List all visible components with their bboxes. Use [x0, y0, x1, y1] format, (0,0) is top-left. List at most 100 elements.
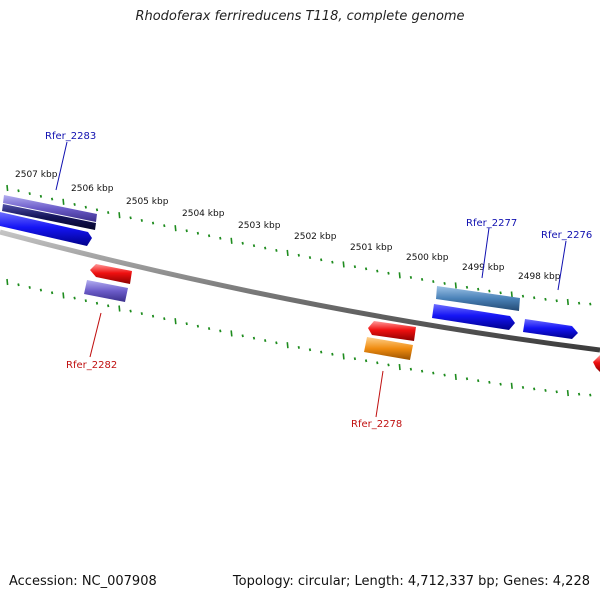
scale-tick: [286, 249, 289, 256]
scale-tick: [118, 305, 121, 312]
scale-tick: [163, 317, 166, 321]
gene-label-rfer-2282[interactable]: Rfer_2282: [66, 360, 117, 371]
kbp-label: 2498 kbp: [518, 272, 561, 282]
scale-tick: [275, 341, 278, 345]
scale-tick: [17, 283, 20, 287]
scale-tick: [28, 285, 31, 289]
scale-tick: [39, 288, 43, 292]
gene-arrow-blue[interactable]: [0, 212, 92, 246]
scale-tick: [252, 336, 256, 340]
gene-label-rfer-2277[interactable]: Rfer_2277: [466, 218, 517, 229]
kbp-label: 2500 kbp: [406, 253, 449, 263]
scale-tick: [589, 393, 592, 397]
scale-tick: [118, 212, 121, 219]
scale-tick: [95, 208, 99, 212]
scale-tick: [387, 363, 390, 367]
reverse-genes: [84, 264, 600, 372]
gene-arrow-rfer-2282[interactable]: [84, 280, 128, 302]
scale-tick: [577, 301, 581, 305]
forward-genes: [0, 195, 578, 339]
kbp-scale-lower: [6, 278, 592, 397]
scale-tick: [342, 353, 345, 360]
gene-label-rfer-2278[interactable]: Rfer_2278: [351, 419, 402, 430]
scale-tick: [84, 299, 87, 303]
scale-tick: [28, 192, 31, 196]
scale-tick: [499, 291, 502, 295]
scale-tick: [555, 299, 558, 303]
scale-tick: [264, 339, 267, 343]
gene-arrow-red[interactable]: [90, 264, 132, 284]
kbp-label: 2502 kbp: [294, 232, 337, 242]
genome-backbone: [0, 229, 600, 353]
scale-tick: [544, 297, 547, 301]
scale-tick: [499, 382, 502, 386]
gene-arrow-rfer-2276[interactable]: [523, 319, 578, 339]
scale-tick: [533, 387, 536, 391]
kbp-label: 2507 kbp: [15, 170, 58, 180]
scale-tick: [477, 379, 480, 383]
scale-tick: [230, 330, 233, 337]
scale-tick: [241, 241, 244, 245]
gene-arrow-navy[interactable]: [2, 204, 96, 230]
gene-arrow-red[interactable]: [368, 321, 416, 341]
scale-tick: [50, 291, 54, 295]
scale-tick: [151, 221, 155, 225]
gene-arrow-rfer-2278[interactable]: [364, 337, 413, 360]
kbp-label: 2501 kbp: [350, 243, 393, 253]
scale-tick: [174, 318, 177, 325]
scale-tick: [50, 197, 54, 201]
kbp-label: 2506 kbp: [71, 184, 114, 194]
scale-tick: [275, 248, 278, 252]
scale-tick: [577, 392, 581, 396]
scale-tick: [140, 218, 143, 222]
scale-tick: [230, 237, 233, 244]
scale-tick: [432, 371, 435, 375]
scale-tick: [589, 302, 592, 306]
scale-tick: [219, 329, 222, 333]
scale-tick: [151, 314, 155, 318]
scale-tick: [163, 224, 166, 228]
gene-arrow-red[interactable]: [593, 355, 600, 372]
kbp-label: 2505 kbp: [126, 197, 169, 207]
scale-tick: [17, 189, 20, 193]
scale-tick: [465, 285, 469, 289]
scale-tick: [264, 246, 267, 250]
scale-tick: [308, 256, 312, 260]
scale-tick: [353, 357, 357, 361]
scale-tick: [331, 352, 334, 356]
scale-tick: [387, 271, 390, 275]
scale-tick: [62, 198, 65, 205]
scale-tick: [252, 244, 256, 248]
scale-tick: [286, 342, 289, 349]
scale-tick: [107, 211, 110, 215]
scale-tick: [219, 236, 222, 240]
scale-tick: [488, 289, 491, 293]
scale-tick: [73, 202, 76, 206]
gene-arrow-blue[interactable]: [432, 304, 515, 330]
scale-tick: [443, 373, 446, 377]
scale-tick: [185, 229, 188, 233]
scale-tick: [376, 361, 379, 365]
scale-tick: [488, 380, 491, 384]
scale-tick: [566, 298, 569, 306]
gene-arrow-rfer-2277[interactable]: [436, 286, 520, 311]
gene-label-rfer-2276[interactable]: Rfer_2276: [541, 230, 592, 241]
scale-tick: [510, 291, 513, 298]
scale-tick: [196, 324, 200, 328]
gene-label-rfer-2283[interactable]: Rfer_2283: [45, 131, 96, 142]
scale-tick: [107, 304, 110, 308]
scale-tick: [465, 377, 469, 381]
scale-tick: [6, 184, 9, 192]
scale-tick: [521, 385, 525, 389]
scale-tick: [129, 216, 132, 220]
scale-tick: [533, 296, 536, 300]
scale-tick: [95, 301, 99, 305]
scale-tick: [39, 194, 43, 198]
gene-labels: Rfer_2283 Rfer_2277 Rfer_2276 Rfer_2282 …: [45, 131, 592, 430]
scale-tick: [241, 334, 244, 338]
scale-tick: [207, 234, 211, 238]
gene-arrow-rfer-2283[interactable]: [3, 195, 97, 222]
scale-tick: [376, 269, 379, 273]
kbp-scale-upper: [6, 184, 592, 306]
